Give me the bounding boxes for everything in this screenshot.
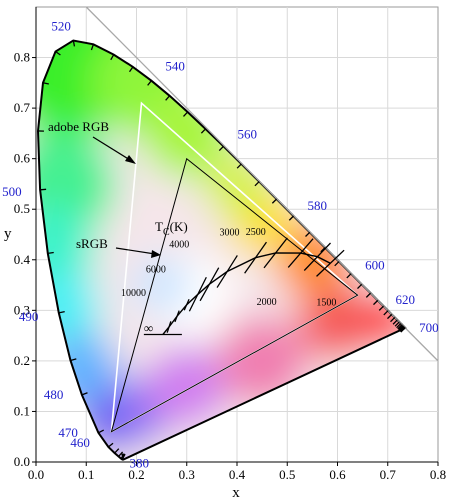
wavelength-label: 490 <box>19 309 39 324</box>
x-axis-title: x <box>232 485 240 500</box>
temperature-label: 10000 <box>121 288 146 299</box>
y-tick-label: 0.1 <box>14 403 30 418</box>
y-tick-label: 0.2 <box>14 353 30 368</box>
x-tick-label: 0.5 <box>279 467 295 482</box>
y-tick-label: 0.0 <box>14 454 30 469</box>
temperature-label: 2500 <box>246 227 266 238</box>
temperature-label: 2000 <box>257 297 277 308</box>
wavelength-label: 560 <box>237 126 256 141</box>
wavelength-label: 540 <box>165 59 185 74</box>
y-tick-label: 0.8 <box>14 50 30 65</box>
adobe-rgb-label: adobe RGB <box>48 119 109 134</box>
diagonal-line <box>85 6 439 362</box>
x-tick-label: 0.6 <box>329 467 346 482</box>
wavelength-label: 700 <box>419 320 439 335</box>
y-axis-title: y <box>4 226 12 242</box>
infinity-label: ∞ <box>144 320 153 335</box>
wavelength-label: 500 <box>2 184 22 199</box>
y-tick-label: 0.4 <box>14 252 31 267</box>
y-tick-label: 0.7 <box>14 100 31 115</box>
y-tick-label: 0.3 <box>14 302 30 317</box>
y-tick-labels: 0.0 0.1 0.2 0.3 0.4 0.5 0.6 0.7 0.8 <box>14 50 36 469</box>
srgb-arrow <box>115 247 156 255</box>
wavelength-label: 460 <box>70 435 90 450</box>
temperature-label: 4000 <box>169 240 189 251</box>
annotations: adobe RGB sRGB TC(K) <box>48 119 188 258</box>
srgb-triangle <box>110 157 359 433</box>
x-tick-label: 0.7 <box>380 467 397 482</box>
wavelength-label: 620 <box>395 292 415 307</box>
wavelength-label: 600 <box>365 258 385 273</box>
temperature-label: 1500 <box>316 297 336 308</box>
x-tick-label: 0.3 <box>179 467 195 482</box>
wavelength-ticks <box>37 40 406 460</box>
adobe-rgb-arrow <box>92 136 131 161</box>
wavelength-label: 470 <box>58 425 77 440</box>
x-tick-label: 0.4 <box>229 467 246 482</box>
y-tick-label: 0.6 <box>14 151 31 166</box>
x-tick-label: 0.8 <box>430 467 446 482</box>
wavelength-label: 480 <box>44 387 64 402</box>
adobe-rgb-arrowhead <box>125 155 136 164</box>
wavelength-label: 520 <box>51 18 71 33</box>
srgb-arrowhead <box>151 250 161 258</box>
srgb-label: sRGB <box>76 236 108 251</box>
x-tick-labels: 0.0 0.1 0.2 0.3 0.4 0.5 0.6 0.7 0.8 <box>28 462 446 482</box>
wavelength-label: 380 <box>129 455 149 470</box>
planckian-locus: 1500 2000 2500 3000 4000 6000 10000 ∞ <box>121 227 345 335</box>
temperature-label: 3000 <box>220 228 240 239</box>
x-tick-label: 0.0 <box>28 467 44 482</box>
wavelength-label: 580 <box>308 198 328 213</box>
color-temperature-label: TC(K) <box>155 219 188 238</box>
x-tick-label: 0.1 <box>78 467 94 482</box>
temperature-label: 6000 <box>146 264 166 275</box>
y-tick-label: 0.5 <box>14 201 30 216</box>
x-tick-label: 0.2 <box>128 467 144 482</box>
